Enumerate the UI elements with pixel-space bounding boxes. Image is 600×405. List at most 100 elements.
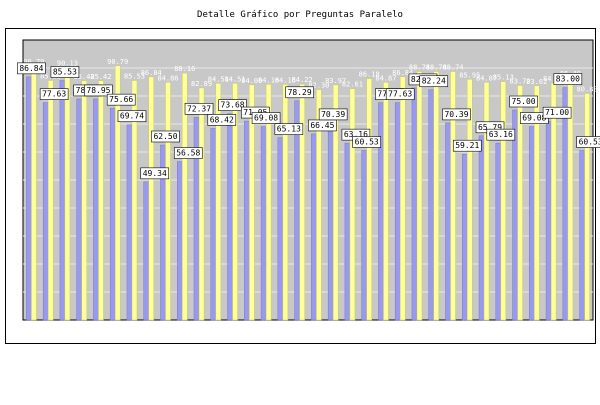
x-tick-label-2: 2	[46, 322, 50, 330]
value-label-a-30: 75.00	[512, 97, 536, 106]
value-label-a-29: 63.16	[489, 130, 513, 139]
x-tick-label-23: 23	[396, 322, 404, 330]
value-box-a-13	[218, 99, 247, 111]
x-tick-label-16: 16	[279, 322, 287, 330]
value-label-a-25: 82.24	[422, 77, 446, 86]
value-label-a-3: 85.53	[53, 68, 77, 77]
value-label-b-22: 84.87	[375, 74, 396, 82]
x-tick-label-25: 25	[430, 322, 438, 330]
value-label-b-10: 88.16	[174, 65, 195, 73]
value-box-a-23	[385, 88, 415, 100]
x-tick-label-1: 1	[29, 322, 33, 330]
value-label-b-20: 82.61	[342, 81, 363, 89]
value-box-a-33	[553, 73, 583, 85]
value-label-a-9: 62.50	[153, 132, 177, 141]
bar-b-24	[416, 71, 423, 321]
bar-a-15	[260, 126, 267, 321]
value-label-b-31: 83.62	[526, 78, 547, 86]
bar-a-27	[462, 153, 468, 321]
value-box-a-12	[207, 114, 237, 126]
x-tick-label-34: 34	[580, 322, 588, 330]
bar-b-18	[316, 89, 322, 321]
value-label-a-26: 70.39	[444, 110, 468, 119]
bar-a-24	[411, 87, 418, 321]
x-tick-label-21: 21	[362, 322, 370, 330]
y-tick-label-80: 80	[11, 93, 19, 101]
value-label-a-28: 65.79	[478, 123, 502, 132]
bar-a-34	[579, 150, 585, 321]
value-label-b-12: 84.51	[208, 75, 229, 83]
value-label-b-13: 84.51	[225, 75, 246, 83]
bar-a-29	[495, 142, 502, 321]
bar-a-7	[126, 124, 133, 321]
x-tick-label-13: 13	[228, 322, 236, 330]
value-box-a-27	[452, 139, 482, 152]
value-label-b-34: 80.88	[577, 86, 598, 94]
bar-b-4	[81, 80, 87, 321]
bar-a-16	[277, 137, 284, 321]
x-tick-label-32: 32	[547, 322, 555, 330]
value-box-a-26	[442, 108, 471, 121]
bar-b-27	[467, 79, 473, 321]
value-label-b-21: 86.18	[359, 71, 380, 79]
bar-a-33	[562, 87, 569, 321]
chart-title: Detalle Gráfico por Preguntas Paralelo	[197, 10, 403, 20]
value-label-a-21: 60.53	[355, 138, 379, 147]
value-box-a-2	[39, 88, 69, 100]
value-label-a-34: 60.53	[579, 138, 600, 147]
bar-b-21	[366, 78, 372, 321]
value-box-a-15	[251, 112, 281, 124]
bar-a-13	[227, 113, 233, 321]
bar-b-10	[182, 72, 188, 321]
bar-a-31	[529, 126, 535, 321]
x-tick-label-15: 15	[262, 322, 270, 330]
bar-b-15	[265, 84, 272, 321]
bar-a-3	[59, 80, 66, 321]
value-label-a-20: 63.16	[344, 130, 368, 139]
value-label-b-11: 82.89	[191, 80, 212, 88]
value-box-a-30	[509, 95, 538, 108]
value-label-b-29: 85.13	[493, 74, 514, 82]
value-label-b-19: 83.97	[325, 77, 346, 85]
value-label-a-31: 69.08	[522, 114, 546, 123]
value-box-a-6	[106, 93, 136, 106]
x-tick-label-17: 17	[295, 322, 303, 330]
bar-b-3	[64, 67, 71, 321]
bar-b-34	[584, 93, 590, 321]
y-tick-label-50: 50	[11, 177, 19, 185]
value-label-b-17: 84.22	[292, 76, 313, 84]
bar-b-28	[483, 82, 490, 321]
bar-b-32	[550, 82, 557, 321]
value-box-a-25	[419, 75, 449, 88]
bar-b-12	[215, 83, 222, 321]
value-label-a-15: 69.08	[254, 114, 278, 123]
bar-b-9	[165, 82, 171, 321]
value-box-a-8	[140, 167, 170, 180]
y-tick-label-40: 40	[11, 205, 19, 213]
bar-a-22	[378, 102, 384, 321]
bar-b-14	[249, 84, 255, 321]
bar-b-20	[349, 88, 356, 321]
bar-a-8	[143, 181, 149, 321]
value-label-b-5: 85.42	[90, 73, 111, 81]
bar-a-12	[210, 128, 217, 321]
value-label-b-14: 84.00	[241, 77, 262, 85]
bar-b-29	[500, 81, 507, 321]
bar-b-25	[433, 71, 439, 321]
value-label-b-23: 86.84	[392, 69, 413, 77]
bar-a-18	[311, 133, 317, 321]
bar-b-1	[31, 65, 37, 321]
x-tick-label-6: 6	[113, 322, 117, 330]
value-label-b-4: 85.42	[74, 73, 95, 81]
bar-a-2	[42, 102, 49, 321]
value-label-b-28: 84.87	[476, 74, 497, 82]
value-box-a-10	[173, 147, 203, 159]
value-label-b-3: 90.13	[57, 60, 78, 68]
bar-a-26	[445, 122, 451, 321]
bar-b-23	[399, 76, 406, 321]
bar-a-21	[361, 150, 367, 321]
value-box-a-17	[285, 86, 314, 99]
bar-b-13	[232, 83, 238, 321]
value-label-b-27: 85.95	[459, 71, 480, 79]
